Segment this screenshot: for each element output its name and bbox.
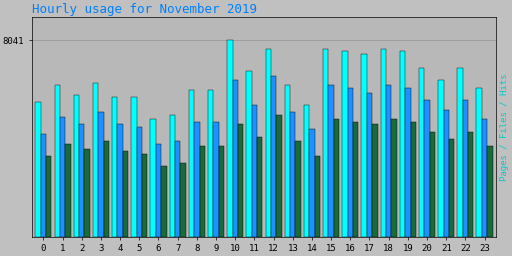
Bar [463,100,468,237]
Bar [41,134,46,237]
Bar [180,163,186,237]
Bar [219,146,224,237]
Bar [386,85,391,237]
Y-axis label: Pages / Files / Hits: Pages / Files / Hits [500,73,509,180]
Bar [405,88,411,237]
Bar [252,105,257,237]
Bar [151,120,156,237]
Bar [271,76,276,237]
Bar [380,49,386,237]
Bar [66,144,71,237]
Bar [79,124,84,237]
Bar [200,146,205,237]
Bar [295,141,301,237]
Bar [93,83,98,237]
Bar [430,132,435,237]
Bar [438,80,443,237]
Bar [60,117,66,237]
Bar [391,120,397,237]
Bar [482,120,487,237]
Bar [328,85,334,237]
Bar [123,151,128,237]
Bar [424,100,430,237]
Bar [208,90,214,237]
Bar [334,120,339,237]
Bar [156,144,161,237]
Bar [323,49,328,237]
Bar [304,105,309,237]
Bar [46,156,52,237]
Bar [276,115,282,237]
Bar [169,115,175,237]
Bar [189,90,194,237]
Bar [232,80,238,237]
Bar [367,93,372,237]
Bar [35,102,41,237]
Bar [443,110,449,237]
Bar [309,129,314,237]
Bar [342,51,348,237]
Bar [285,85,290,237]
Bar [74,95,79,237]
Bar [175,141,180,237]
Bar [353,122,358,237]
Bar [400,51,405,237]
Bar [84,149,90,237]
Text: Hourly usage for November 2019: Hourly usage for November 2019 [32,3,257,16]
Bar [314,156,320,237]
Bar [112,98,117,237]
Bar [348,88,353,237]
Bar [131,98,137,237]
Bar [137,127,142,237]
Bar [487,146,493,237]
Bar [290,112,295,237]
Bar [246,71,252,237]
Bar [477,88,482,237]
Bar [419,68,424,237]
Bar [98,112,103,237]
Bar [194,122,200,237]
Bar [361,54,367,237]
Bar [142,154,147,237]
Bar [55,85,60,237]
Bar [227,40,232,237]
Bar [257,136,263,237]
Bar [449,139,454,237]
Bar [468,132,474,237]
Bar [238,124,243,237]
Bar [266,49,271,237]
Bar [103,141,109,237]
Bar [117,124,123,237]
Bar [161,166,166,237]
Bar [457,68,463,237]
Bar [372,124,377,237]
Bar [214,122,219,237]
Bar [411,122,416,237]
